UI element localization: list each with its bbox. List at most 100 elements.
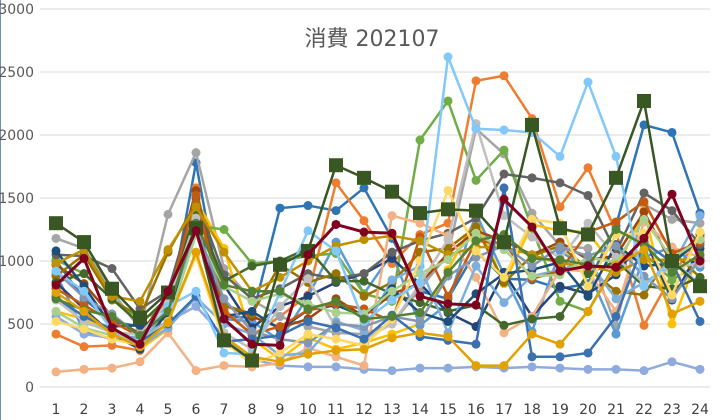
data-point (499, 272, 509, 282)
data-point (359, 314, 369, 324)
data-point (163, 286, 173, 296)
data-point (415, 298, 425, 308)
x-tick-label: 12 (355, 402, 373, 418)
data-point (611, 286, 621, 296)
data-point (51, 367, 61, 377)
data-point (191, 190, 201, 200)
data-point (51, 294, 61, 304)
data-point (275, 340, 285, 350)
data-point (555, 363, 565, 373)
data-point (51, 306, 61, 316)
data-point (443, 52, 453, 62)
x-tick-label: 17 (495, 402, 513, 418)
data-point (359, 361, 369, 371)
series-line (54, 127, 702, 336)
data-point (303, 349, 313, 359)
data-point (331, 352, 341, 362)
data-point (527, 232, 537, 242)
series-line (54, 248, 702, 367)
x-tick-label: 14 (411, 402, 429, 418)
data-point (499, 194, 509, 204)
data-point (639, 245, 649, 255)
data-point (527, 222, 537, 232)
data-point (443, 316, 453, 326)
data-point (415, 328, 425, 338)
data-point (359, 227, 369, 237)
data-point (135, 339, 145, 349)
data-point (275, 322, 285, 332)
data-point (499, 183, 509, 193)
data-point (443, 235, 453, 245)
data-point (497, 235, 511, 250)
y-tick-label: 2000 (0, 128, 34, 144)
data-point (303, 316, 313, 326)
data-point (667, 275, 677, 285)
data-point (555, 281, 565, 291)
data-point (583, 281, 593, 291)
data-point (51, 233, 61, 243)
data-point (415, 218, 425, 228)
data-point (583, 218, 593, 228)
data-point (527, 352, 537, 362)
data-point (331, 334, 341, 344)
data-point (611, 364, 621, 374)
data-point (79, 253, 89, 263)
data-point (667, 357, 677, 367)
data-point (331, 323, 341, 333)
data-point (51, 259, 61, 269)
x-tick-label: 5 (164, 402, 173, 418)
data-point (499, 328, 509, 338)
x-tick-label: 8 (248, 402, 257, 418)
data-point (639, 207, 649, 217)
data-point (555, 266, 565, 276)
data-point (387, 295, 397, 305)
chart-title: 消費 202107 (305, 27, 440, 52)
data-point (443, 306, 453, 316)
data-point (611, 311, 621, 321)
data-point (247, 327, 257, 337)
data-point (441, 202, 455, 217)
data-point (471, 228, 481, 238)
data-point (359, 269, 369, 279)
series-line (54, 214, 702, 374)
data-point (51, 280, 61, 290)
data-point (695, 256, 705, 266)
series-24 (51, 218, 705, 340)
data-point (555, 339, 565, 349)
data-point (387, 311, 397, 321)
data-point (639, 120, 649, 130)
data-point (553, 221, 567, 236)
y-tick-label: 0 (25, 380, 34, 396)
data-point (359, 344, 369, 354)
data-point (247, 261, 257, 271)
x-tick-label: 22 (635, 402, 653, 418)
x-tick-label: 16 (467, 402, 485, 418)
data-point (443, 96, 453, 106)
data-point (583, 77, 593, 87)
data-point (693, 279, 707, 294)
data-point (471, 246, 481, 256)
data-point (667, 206, 677, 216)
data-point (443, 291, 453, 301)
data-point (359, 334, 369, 344)
x-tick-label: 2 (80, 402, 89, 418)
data-point (583, 190, 593, 200)
data-point (247, 286, 257, 296)
data-point (79, 364, 89, 374)
data-point (415, 316, 425, 326)
data-point (105, 281, 119, 296)
data-point (415, 236, 425, 246)
data-point (639, 320, 649, 330)
data-point (387, 286, 397, 296)
data-point (555, 242, 565, 252)
series-group (49, 52, 707, 377)
data-point (471, 76, 481, 86)
data-point (639, 197, 649, 207)
data-point (471, 222, 481, 232)
data-point (583, 306, 593, 316)
data-point (247, 339, 257, 349)
data-point (331, 308, 341, 318)
data-point (471, 175, 481, 185)
data-point (79, 342, 89, 352)
data-point (667, 189, 677, 199)
